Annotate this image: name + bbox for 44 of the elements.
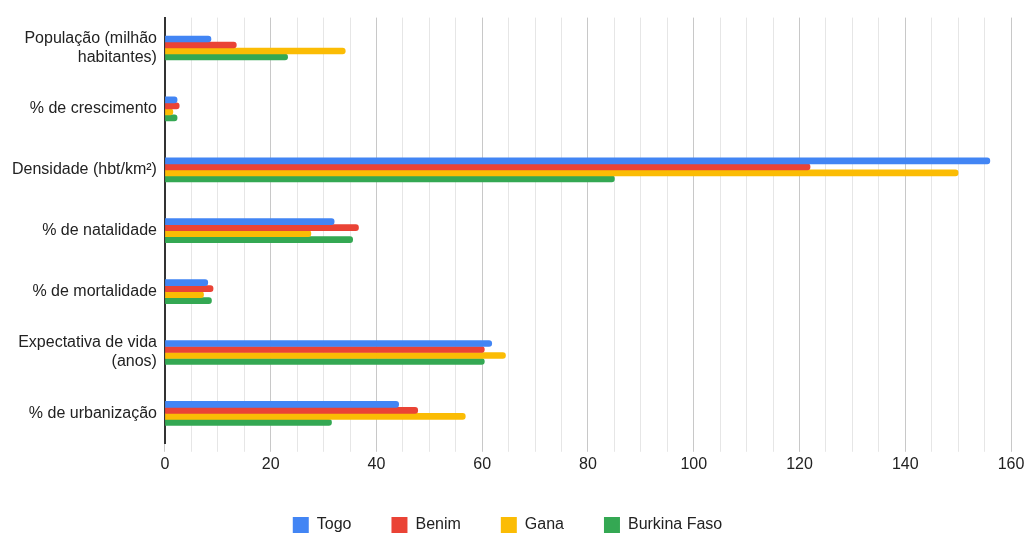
bar [165,224,359,232]
bar [165,218,335,226]
x-tick-label: 80 [579,454,597,472]
y-tick-label: % de urbanização [28,403,158,421]
legend-label: Benim [415,515,461,533]
bar [165,169,959,177]
x-tick-label: 20 [261,454,280,472]
x-tick-label: 100 [680,454,708,472]
y-tick-label: Densidade (hbt/km²) [11,160,157,178]
bar [165,285,214,292]
bar [165,41,237,49]
bar [165,413,466,420]
bar [165,358,485,365]
bar [165,407,419,414]
bar [165,401,399,408]
bar [165,236,353,244]
legend-label: Burkina Faso [627,515,723,533]
y-tick-label: Expectativa de vida (anos) [18,333,158,370]
legend-label: Gana [524,515,565,533]
bar [165,163,811,171]
y-tick-label: População (milhão habitantes) [24,28,158,66]
y-tick-label: % de mortalidade [32,281,158,299]
bar [165,346,485,353]
bar [165,352,506,359]
y-tick-label: % de crescimento [29,99,158,117]
x-tick-label: 60 [473,454,492,472]
bar [165,47,346,55]
x-tick-label: 140 [891,454,919,472]
bar [165,419,332,426]
x-tick-label: 40 [367,454,386,472]
bar [165,279,209,286]
bar [165,297,212,304]
bar [165,35,212,43]
x-tick-label: 0 [160,454,170,472]
x-tick-label: 120 [786,454,813,472]
bar [165,175,615,183]
bar [165,157,991,165]
legend-label: Togo [316,515,352,533]
x-tick-label: 160 [997,454,1025,472]
y-tick-label: % de natalidade [42,221,158,239]
bar [165,340,493,347]
bar [165,291,204,298]
bar [165,53,288,61]
bar [165,230,312,238]
